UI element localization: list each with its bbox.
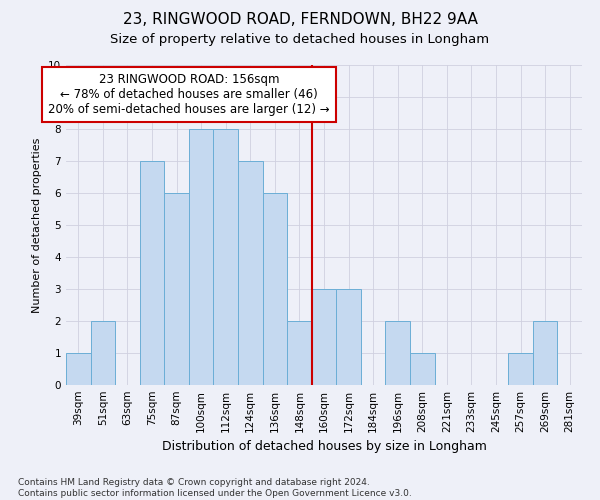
Bar (336, 289, 361, 385)
Bar (385, 321, 410, 385)
Bar (140, 161, 164, 385)
Text: 23, RINGWOOD ROAD, FERNDOWN, BH22 9AA: 23, RINGWOOD ROAD, FERNDOWN, BH22 9AA (122, 12, 478, 28)
Bar (312, 289, 336, 385)
Bar (287, 321, 312, 385)
Bar (533, 321, 557, 385)
Bar (238, 161, 263, 385)
Bar (214, 129, 238, 385)
Bar (263, 193, 287, 385)
Text: Size of property relative to detached houses in Longham: Size of property relative to detached ho… (110, 32, 490, 46)
X-axis label: Distribution of detached houses by size in Longham: Distribution of detached houses by size … (161, 440, 487, 454)
Text: Contains HM Land Registry data © Crown copyright and database right 2024.
Contai: Contains HM Land Registry data © Crown c… (18, 478, 412, 498)
Bar (508, 353, 533, 385)
Bar (410, 353, 434, 385)
Bar (91, 321, 115, 385)
Bar (164, 193, 189, 385)
Bar (189, 129, 214, 385)
Y-axis label: Number of detached properties: Number of detached properties (32, 138, 43, 312)
Bar (66, 353, 91, 385)
Text: 23 RINGWOOD ROAD: 156sqm
← 78% of detached houses are smaller (46)
20% of semi-d: 23 RINGWOOD ROAD: 156sqm ← 78% of detach… (48, 73, 329, 116)
